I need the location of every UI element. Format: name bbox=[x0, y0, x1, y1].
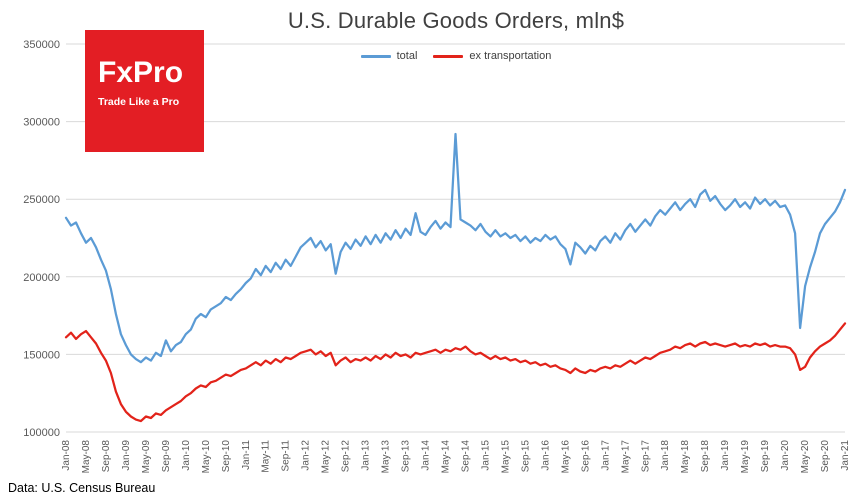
x-tick-label: Sep-08 bbox=[101, 440, 112, 473]
x-tick-label: Jan-10 bbox=[181, 440, 192, 471]
data-source: Data: U.S. Census Bureau bbox=[8, 481, 156, 495]
x-tick-label: May-17 bbox=[620, 440, 631, 474]
x-tick-label: Sep-19 bbox=[760, 440, 771, 473]
x-tick-label: May-14 bbox=[441, 440, 452, 474]
x-tick-label: Sep-13 bbox=[401, 440, 412, 473]
legend-item-ex-transportation: ex transportation bbox=[433, 50, 551, 62]
x-tick-label: May-11 bbox=[261, 440, 272, 473]
legend-item-total: total bbox=[360, 50, 418, 62]
y-tick-label: 150000 bbox=[23, 349, 60, 361]
fxpro-brand-text: FxPro bbox=[98, 56, 184, 89]
x-tick-label: Sep-10 bbox=[221, 440, 232, 473]
x-tick-label: May-09 bbox=[141, 440, 152, 474]
legend-label-ex-transportation: ex transportation bbox=[469, 50, 552, 62]
x-tick-label: Jan-15 bbox=[480, 440, 491, 471]
x-tick-label: Jan-09 bbox=[121, 440, 132, 471]
y-tick-label: 200000 bbox=[23, 272, 60, 284]
x-tick-label: Jan-11 bbox=[241, 440, 252, 470]
x-tick-label: Sep-17 bbox=[640, 440, 651, 473]
x-tick-label: Sep-12 bbox=[341, 440, 352, 473]
x-tick-label: May-16 bbox=[560, 440, 571, 474]
series-line-ex-transportation bbox=[64, 322, 847, 423]
x-tick-label: Sep-15 bbox=[520, 440, 531, 473]
legend-swatch-ex-transportation bbox=[433, 54, 464, 58]
x-tick-label: May-10 bbox=[201, 440, 212, 474]
x-tick-label: May-15 bbox=[500, 440, 511, 474]
x-tick-label: Jan-12 bbox=[301, 440, 312, 471]
x-tick-label: Sep-09 bbox=[161, 440, 172, 473]
x-tick-label: May-12 bbox=[321, 440, 332, 474]
x-tick-label: Sep-11 bbox=[281, 440, 292, 472]
x-tick-label: May-19 bbox=[740, 440, 751, 474]
x-tick-label: Jan-18 bbox=[660, 440, 671, 471]
y-tick-label: 100000 bbox=[23, 427, 60, 439]
chart-legend: total ex transportation bbox=[66, 50, 846, 62]
y-tick-label: 300000 bbox=[23, 117, 60, 129]
x-tick-label: May-18 bbox=[680, 440, 691, 474]
x-tick-label: May-20 bbox=[800, 440, 811, 474]
series-line-total bbox=[64, 132, 847, 364]
x-tick-label: Jan-14 bbox=[421, 440, 432, 471]
y-tick-label: 250000 bbox=[23, 194, 60, 206]
x-tick-label: May-08 bbox=[81, 440, 92, 474]
legend-swatch-total bbox=[360, 54, 391, 58]
x-tick-label: Jan-17 bbox=[600, 440, 611, 471]
fxpro-logo: FxPro Trade Like a Pro bbox=[85, 30, 204, 152]
chart-title: U.S. Durable Goods Orders, mln$ bbox=[287, 8, 625, 33]
x-tick-label: May-13 bbox=[381, 440, 392, 474]
x-tick-label: Sep-18 bbox=[700, 440, 711, 473]
x-tick-label: Jan-13 bbox=[361, 440, 372, 471]
x-tick-label: Sep-14 bbox=[460, 440, 471, 473]
fxpro-tagline-text: Trade Like a Pro bbox=[98, 96, 180, 108]
x-tick-label: Jan-19 bbox=[720, 440, 731, 471]
y-tick-label: 350000 bbox=[23, 39, 60, 51]
legend-label-total: total bbox=[396, 50, 418, 62]
x-tick-label: Jan-08 bbox=[61, 440, 72, 471]
x-tick-label: Jan-21 bbox=[840, 440, 851, 471]
x-tick-label: Sep-16 bbox=[580, 440, 591, 473]
x-tick-label: Jan-20 bbox=[780, 440, 791, 471]
x-tick-label: Sep-20 bbox=[820, 440, 831, 473]
x-tick-label: Jan-16 bbox=[540, 440, 551, 471]
